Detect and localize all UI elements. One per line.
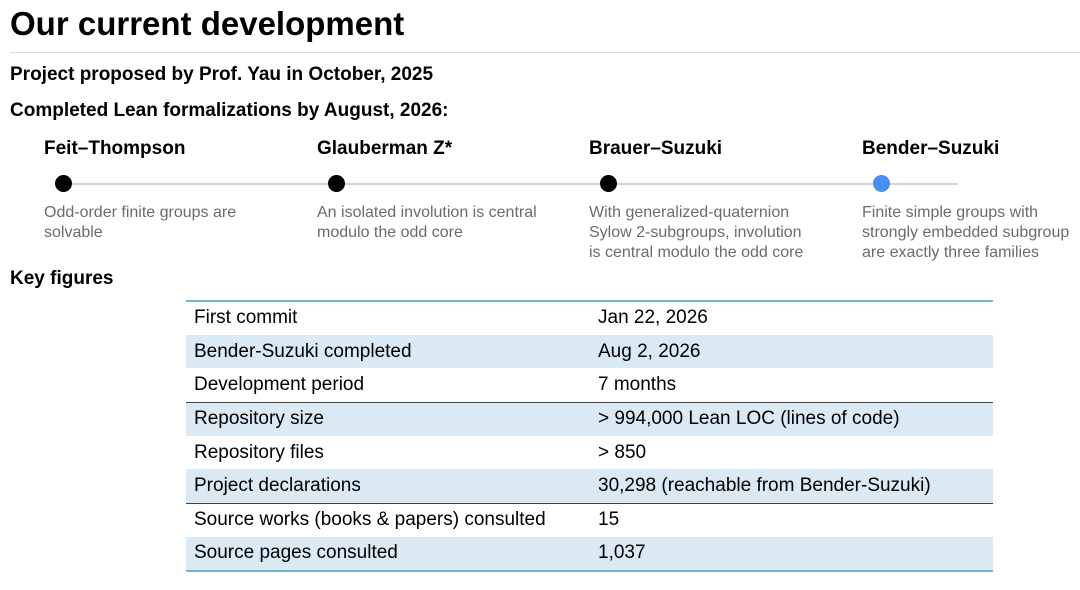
milestone-dot [55,175,72,192]
completed-formalizations-heading: Completed Lean formalizations by August,… [10,100,449,121]
row-label: Bender-Suzuki completed [186,334,590,369]
row-value: 7 months [598,373,677,395]
row-value: Jan 22, 2026 [590,300,993,335]
row-value: > 994,000 Lean LOC (lines of code) [590,401,993,436]
row-label: Source pages consulted [186,536,590,572]
table-row-bender-suzuki-completed: Bender-Suzuki completed Aug 2, 2026 [186,334,993,369]
project-proposed-text: Project proposed by Prof. Yau in October… [10,64,434,85]
milestone-description: An isolated involution is central modulo… [317,204,537,241]
page-title: Our current development [10,5,405,42]
table-row-source-pages: Source pages consulted 1,037 [186,536,993,572]
table-row-source-works: Source works (books & papers) consulted … [186,502,993,537]
milestone-dot [328,175,345,192]
row-value: 15 [590,502,993,537]
milestone-title: Glauberman Z* [317,138,453,159]
row-label: Project declarations [186,469,590,504]
milestone-title: Bender–Suzuki [862,138,1000,159]
title-divider [10,52,1080,53]
key-figures-heading: Key figures [10,268,114,289]
row-value: > 850 [598,441,647,463]
row-value: Aug 2, 2026 [590,334,993,369]
milestone-dot [600,175,617,192]
row-label: Development period [194,373,365,395]
row-label: First commit [186,300,590,335]
row-label: Source works (books & papers) consulted [186,502,590,537]
milestone-title: Brauer–Suzuki [589,138,723,159]
key-figures-table: First commit Jan 22, 2026 Bender-Suzuki … [186,300,993,572]
milestone-dot-current [873,175,890,192]
milestone-title: Feit–Thompson [44,138,186,159]
timeline-line [63,183,958,185]
milestone-description: Finite simple groups with strongly embed… [862,204,1070,261]
milestone-description: With generalized-quaternion Sylow 2-subg… [589,204,804,261]
row-label: Repository size [186,401,590,436]
row-value: 1,037 [590,536,993,572]
row-value: 30,298 (reachable from Bender-Suzuki) [590,469,993,504]
table-row-repository-size: Repository size > 994,000 Lean LOC (line… [186,401,993,436]
table-row-repository-files: Repository files > 850 [186,436,993,470]
table-row-project-declarations: Project declarations 30,298 (reachable f… [186,469,993,504]
milestone-description: Odd-order finite groups are solvable [44,204,237,241]
table-row-development-period: Development period 7 months [186,368,993,402]
table-row-first-commit: First commit Jan 22, 2026 [186,300,993,335]
row-label: Repository files [194,441,324,463]
